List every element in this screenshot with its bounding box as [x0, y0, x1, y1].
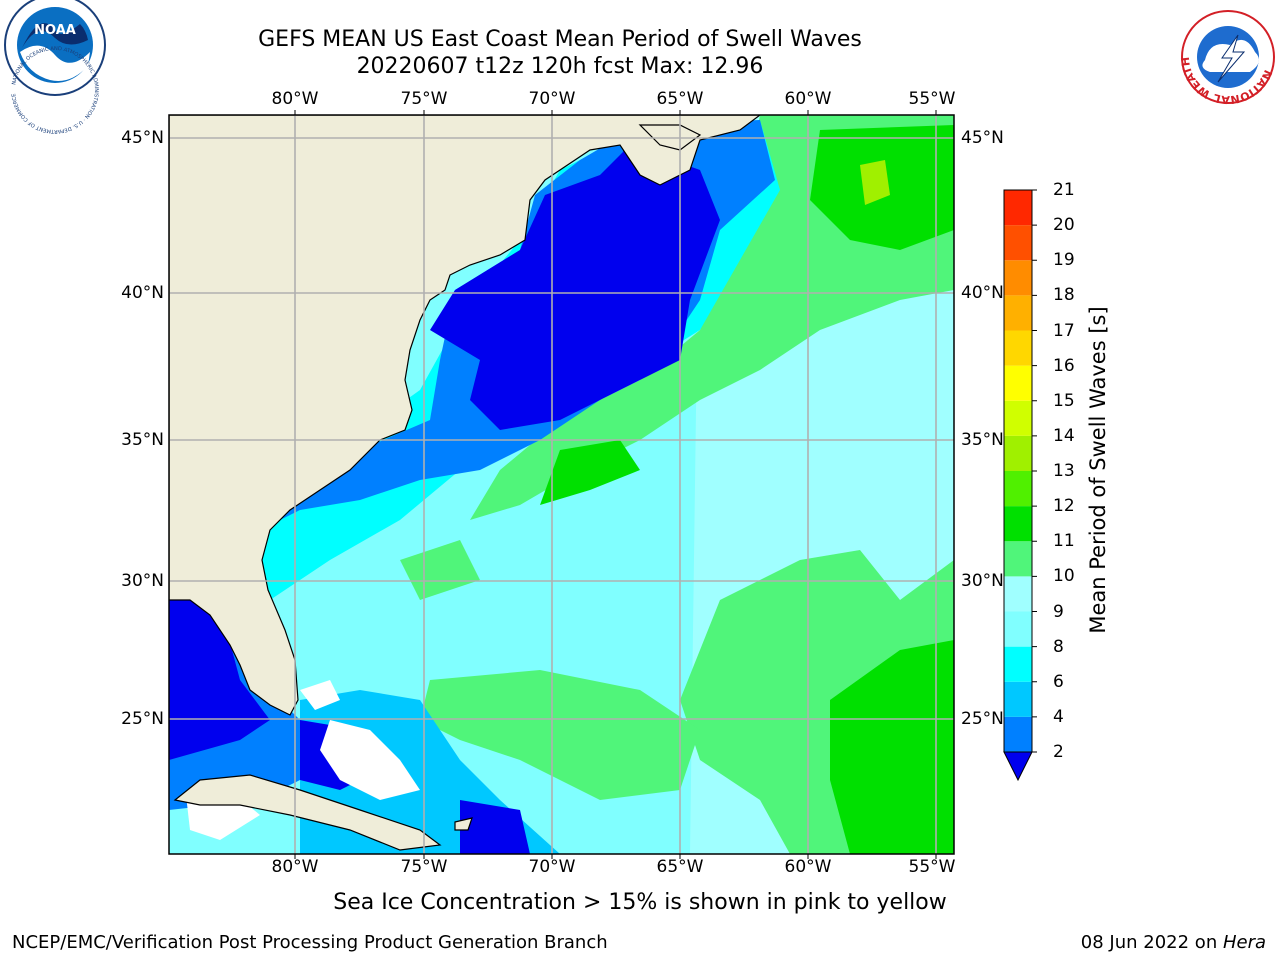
lat-label-right: 35°N	[961, 430, 1004, 450]
lat-label-right: 30°N	[961, 571, 1004, 591]
colorbar-segment	[1004, 190, 1032, 226]
colorbar-segment	[1004, 225, 1032, 261]
lon-label-bottom: 80°W	[271, 857, 319, 877]
colorbar-segment	[1004, 611, 1032, 647]
nws-logo: NATIONAL WEATHER SERVICE	[0, 0, 1275, 106]
colorbar-segment	[1004, 681, 1032, 717]
lat-label-left: 45°N	[121, 128, 164, 148]
svg-text:NOAA: NOAA	[34, 23, 76, 38]
graticule	[169, 115, 954, 854]
lat-label-left: 30°N	[121, 571, 164, 591]
lon-label-bottom: 60°W	[784, 857, 832, 877]
colorbar-segment	[1004, 435, 1032, 471]
colorbar	[1003, 189, 1037, 782]
colorbar-segment	[1004, 365, 1032, 401]
colorbar-tick-label: 9	[1053, 601, 1064, 622]
colorbar-tick-label: 11	[1053, 531, 1075, 552]
axis-ticks	[294, 110, 937, 859]
colorbar-segment	[1004, 330, 1032, 366]
colorbar-segment	[1004, 576, 1032, 612]
svg-text:NATIONAL WEATHER SERVICE: NATIONAL WEATHER SERVICE	[0, 0, 1274, 106]
colorbar-segment	[1004, 646, 1032, 682]
colorbar-tick-label: 6	[1053, 671, 1064, 692]
lat-label-right: 40°N	[961, 283, 1004, 303]
colorbar-segment	[1004, 295, 1032, 331]
colorbar-tick-label: 18	[1053, 285, 1075, 306]
colorbar-tick-label: 10	[1053, 566, 1075, 587]
colorbar-tick-label: 8	[1053, 636, 1064, 657]
lat-label-left: 35°N	[121, 430, 164, 450]
lat-label-left: 40°N	[121, 283, 164, 303]
colorbar-tick-label: 16	[1053, 355, 1075, 376]
lon-label-bottom: 70°W	[528, 857, 576, 877]
lon-label-top: 55°W	[908, 89, 956, 109]
footer-machine: Hera	[1222, 932, 1266, 953]
lon-label-top: 75°W	[400, 89, 448, 109]
colorbar-segment	[1004, 400, 1032, 436]
lon-label-top: 70°W	[528, 89, 576, 109]
colorbar-tick-label: 21	[1053, 180, 1075, 200]
colorbar-segment	[1004, 541, 1032, 577]
colorbar-tick-label: 19	[1053, 250, 1075, 271]
noaa-logo: NOAA NATIONAL OCEANIC AND ATMOSPHERIC AD…	[4, 0, 106, 134]
colorbar-tick-label: 14	[1053, 425, 1075, 446]
lon-label-bottom: 65°W	[656, 857, 704, 877]
lon-label-bottom: 55°W	[908, 857, 956, 877]
lon-label-top: 65°W	[656, 89, 704, 109]
lat-label-right: 45°N	[961, 128, 1004, 148]
lat-label-left: 25°N	[121, 709, 164, 729]
lon-label-top: 80°W	[271, 89, 319, 109]
lon-label-bottom: 75°W	[400, 857, 448, 877]
footer-date: 08 Jun 2022 on Hera	[1081, 932, 1266, 953]
map-title: GEFS MEAN US East Coast Mean Period of S…	[258, 27, 862, 52]
map-subtitle: 20220607 t12z 120h fcst Max: 12.96	[356, 54, 764, 79]
lat-label-right: 25°N	[961, 709, 1004, 729]
colorbar-segment	[1004, 471, 1032, 507]
colorbar-segment	[1004, 716, 1032, 752]
colorbar-tick-label: 4	[1053, 706, 1064, 727]
colorbar-segment	[1004, 260, 1032, 296]
colorbar-tick-label: 2	[1053, 742, 1064, 762]
colorbar-extend-triangle	[1003, 751, 1033, 782]
colorbar-tick-label: 12	[1053, 496, 1075, 517]
lon-label-top: 60°W	[784, 89, 832, 109]
colorbar-tick-label: 13	[1053, 461, 1075, 481]
map-frame	[168, 114, 955, 855]
footer-credit: NCEP/EMC/Verification Post Processing Pr…	[12, 932, 608, 953]
colorbar-tick-label: 15	[1053, 390, 1075, 411]
colorbar-tick-label: 17	[1053, 320, 1075, 341]
colorbar-title: Mean Period of Swell Waves [s]	[1086, 306, 1110, 634]
footer-date-text: 08 Jun 2022 on	[1080, 932, 1223, 953]
colorbar-segment	[1004, 506, 1032, 542]
sea-ice-note: Sea Ice Concentration > 15% is shown in …	[333, 890, 947, 915]
colorbar-tick-label: 20	[1053, 215, 1075, 236]
